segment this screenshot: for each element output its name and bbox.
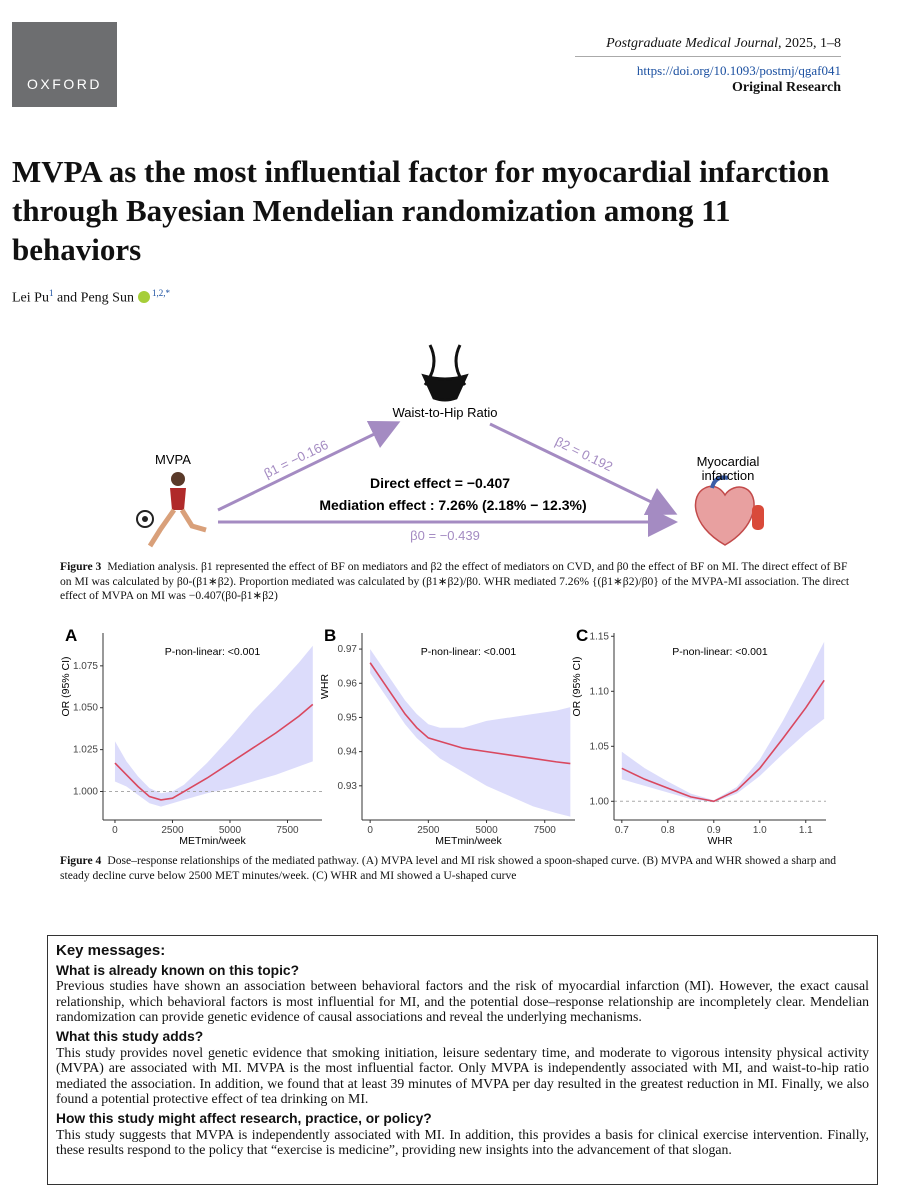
figure-caption: Figure 4 Dose–response relationships of t… (60, 854, 860, 883)
journal-info: , 2025, 1–8 (778, 36, 841, 51)
header-rule (575, 56, 841, 57)
x-tick-label: 5000 (475, 825, 498, 836)
curve (114, 703, 314, 801)
y-tick-label: 1.05 (590, 741, 610, 752)
y-tick-label: 0.94 (338, 747, 358, 758)
panel-letter: B (324, 626, 336, 645)
direct-effect: Direct effect = −0.407 (370, 475, 510, 491)
y-axis-label: WHR (319, 674, 331, 699)
article-title: MVPA as the most influential factor for … (12, 154, 830, 267)
exposure-label: MVPA (155, 452, 191, 467)
arrow (217, 420, 401, 512)
caption-text: Dose–response relationships of the media… (60, 854, 837, 882)
author-separator: and (56, 290, 78, 306)
section-text: This study provides novel genetic eviden… (56, 1044, 869, 1107)
y-tick-label: 1.000 (73, 787, 98, 798)
key-messages: Key messages: What is already known on t… (47, 935, 878, 1185)
authors: Lei Pu1 and Peng Sun 1,2,* (12, 288, 170, 307)
x-tick-label: 2500 (161, 825, 184, 836)
waist-icon (421, 344, 469, 402)
doi-link[interactable]: https://doi.org/10.1093/postmj/qgaf041 (636, 63, 841, 78)
journal-name: Postgraduate Medical Journal (606, 36, 778, 51)
section-text: Previous studies have shown an associati… (56, 978, 869, 1025)
x-axis-label: METmin/week (179, 835, 246, 847)
y-tick-label: 0.93 (338, 781, 358, 792)
section-heading: How this study might affect research, pr… (56, 1110, 432, 1126)
author-name: Peng Sun (80, 290, 134, 306)
x-tick-label: 2500 (417, 825, 440, 836)
beta0-label: β0 = −0.439 (410, 528, 480, 543)
x-axis-label: WHR (707, 835, 732, 847)
publisher-name: OXFORD (27, 76, 102, 92)
author-name: Lei Pu (12, 290, 49, 306)
affiliation: 1 (48, 288, 54, 298)
x-tick-label: 0.9 (707, 825, 721, 836)
x-tick-label: 0 (112, 825, 118, 836)
caption-text: Mediation analysis. β1 represented the e… (60, 560, 850, 602)
x-tick-label: 5000 (219, 825, 242, 836)
ci-band (114, 645, 313, 807)
y-axis-label: OR (95% CI) (60, 656, 72, 716)
figure-caption: Figure 3 Mediation analysis. β1 represent… (60, 560, 860, 604)
ci-band (370, 649, 571, 817)
mediator-label: Waist-to-Hip Ratio (393, 405, 498, 420)
y-axis-label: OR (95% CI) (571, 656, 583, 716)
y-tick-label: 0.97 (338, 644, 358, 655)
y-tick-label: 0.96 (338, 678, 358, 689)
x-tick-label: 0 (367, 825, 373, 836)
y-tick-label: 1.075 (73, 661, 98, 672)
annotation: P-non-linear: <0.001 (421, 646, 517, 658)
annotation: P-non-linear: <0.001 (672, 646, 768, 658)
y-tick-label: 1.025 (73, 745, 98, 756)
mediation-effect: Mediation effect : 7.26% (2.18% − 12.3%) (319, 497, 586, 513)
article-type: Original Research (731, 80, 841, 95)
y-tick-label: 1.050 (73, 703, 98, 714)
x-tick-label: 1.1 (799, 825, 813, 836)
y-tick-label: 1.00 (590, 796, 610, 807)
curve (621, 679, 825, 803)
heart-icon (694, 475, 764, 546)
outcome-label: Myocardial (697, 454, 760, 469)
box-heading: Key messages: (56, 942, 166, 959)
y-tick-label: 0.95 (338, 712, 358, 723)
caption-label: Figure 3 (60, 560, 102, 573)
x-tick-label: 7500 (276, 825, 299, 836)
x-axis-label: METmin/week (435, 835, 502, 847)
x-tick-label: 1.0 (753, 825, 767, 836)
x-tick-label: 0.7 (615, 825, 629, 836)
y-tick-label: 1.10 (590, 686, 610, 697)
affiliation: 1,2,* (151, 288, 170, 298)
panel-letter: C (576, 626, 588, 645)
arrow (489, 422, 678, 516)
caption-label: Figure 4 (60, 854, 102, 867)
publisher-logo: OXFORD (12, 22, 117, 107)
section-text: This study suggests that MVPA is indepen… (56, 1126, 869, 1158)
ci-band (621, 641, 825, 803)
x-tick-label: 0.8 (661, 825, 675, 836)
section-heading: What this study adds? (56, 1028, 204, 1044)
journal-line: Postgraduate Medical Journal, 2025, 1–8 (606, 36, 841, 52)
x-tick-label: 7500 (534, 825, 557, 836)
runner-icon (136, 472, 207, 548)
annotation: P-non-linear: <0.001 (165, 646, 261, 658)
orcid-icon[interactable] (137, 290, 150, 303)
section-heading: What is already known on this topic? (56, 962, 300, 978)
y-tick-label: 1.15 (590, 631, 610, 642)
curve (369, 662, 571, 765)
outcome-label: infarction (702, 468, 755, 483)
panel-letter: A (65, 626, 77, 645)
